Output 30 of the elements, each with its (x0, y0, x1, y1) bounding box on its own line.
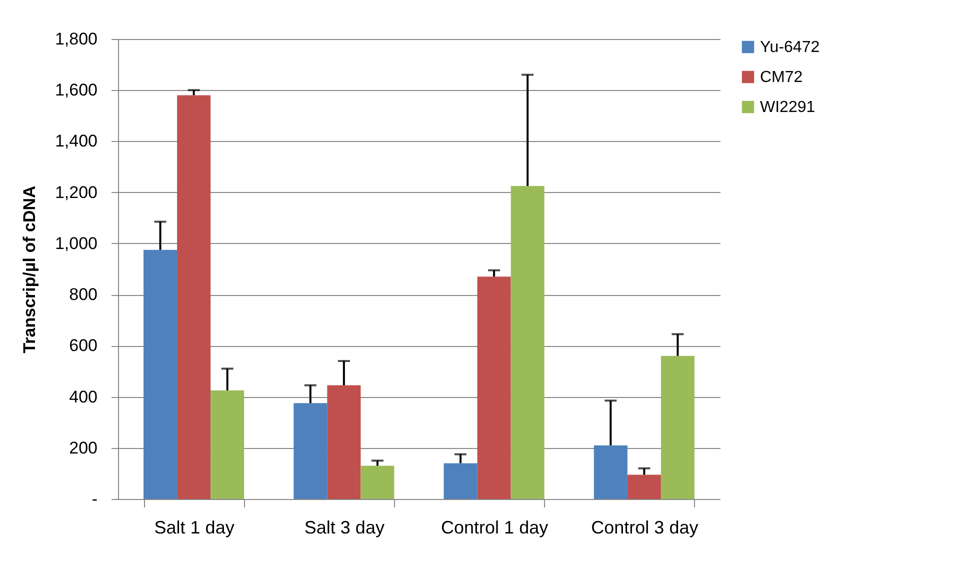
bar (294, 403, 328, 499)
y-tick-label: 1,200 (54, 182, 98, 202)
x-tick-label: Control 1 day (441, 518, 548, 538)
bar (360, 466, 394, 499)
bar (444, 463, 478, 499)
bar (594, 445, 628, 499)
y-tick-label: 1,600 (54, 80, 98, 100)
legend-label: CM72 (760, 69, 803, 86)
legend-label: WI2291 (760, 99, 816, 116)
y-tick-label: 200 (69, 438, 98, 458)
x-tick-label: Control 3 day (591, 518, 698, 538)
y-tick-label: - (92, 490, 98, 508)
y-tick-label: 1,400 (54, 132, 98, 151)
bar (627, 474, 661, 499)
bar (327, 385, 361, 499)
y-tick-label: 600 (69, 336, 98, 356)
legend-label: Yu-6472 (760, 39, 820, 56)
x-tick-label: Salt 1 day (154, 518, 234, 538)
bar (210, 390, 244, 499)
y-axis-title: Transcrip/µl of cDNA (20, 186, 39, 354)
bar (477, 276, 511, 499)
bar (144, 250, 178, 499)
y-tick-label: 800 (69, 285, 98, 304)
bar (177, 95, 211, 499)
y-tick-label: 400 (69, 387, 98, 406)
bar (510, 186, 544, 499)
bar (660, 356, 694, 499)
x-tick-label: Salt 3 day (304, 518, 384, 538)
y-tick-label: 1,800 (54, 30, 98, 48)
y-tick-label: 1,000 (54, 234, 98, 253)
